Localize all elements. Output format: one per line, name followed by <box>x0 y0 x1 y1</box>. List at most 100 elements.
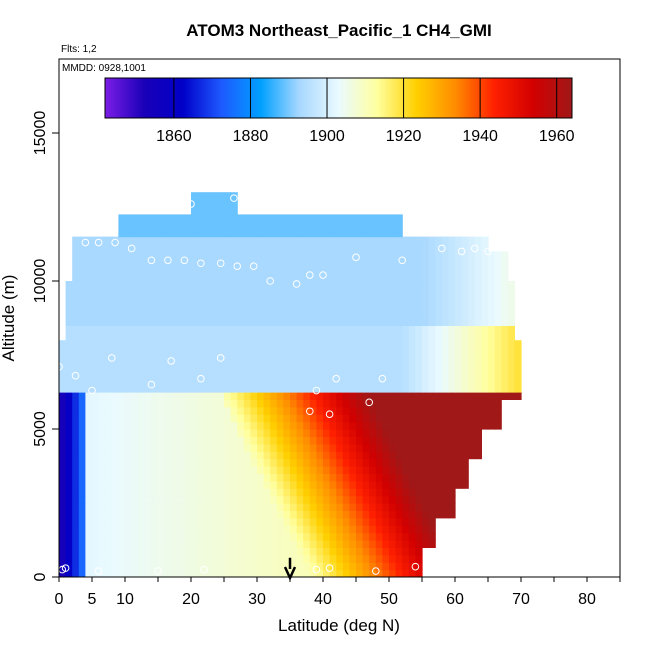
heatmap-cell <box>481 332 489 341</box>
heatmap-cell <box>250 288 258 297</box>
heatmap-cell <box>323 251 331 260</box>
heatmap-cell <box>316 266 324 275</box>
heatmap-cell <box>369 562 377 571</box>
heatmap-cell <box>204 569 212 577</box>
flight-point <box>378 374 387 383</box>
heatmap-cell <box>389 488 397 497</box>
heatmap-cell <box>382 473 390 482</box>
heatmap-cell <box>382 332 390 341</box>
heatmap-cell <box>184 303 192 312</box>
heatmap-cell <box>283 281 291 289</box>
heatmap-cell <box>131 310 139 319</box>
heatmap-cell <box>290 244 298 252</box>
heatmap-cell <box>98 273 106 282</box>
heatmap-cell <box>342 443 350 452</box>
heatmap-cell <box>428 332 436 341</box>
heatmap-cell <box>441 288 449 297</box>
heatmap-cell <box>428 258 436 267</box>
heatmap-cell <box>356 540 364 548</box>
heatmap-cell <box>356 295 364 304</box>
heatmap-cell <box>389 458 397 467</box>
heatmap-cell <box>296 236 304 245</box>
heatmap-cell <box>210 192 218 201</box>
heatmap-cell <box>507 355 515 363</box>
heatmap-cell <box>441 414 449 423</box>
heatmap-cell <box>375 392 383 400</box>
heatmap-cell <box>270 473 278 482</box>
heatmap-cell <box>92 258 100 267</box>
heatmap-cell <box>408 251 416 260</box>
heatmap-cell <box>369 251 377 260</box>
heatmap-cell <box>131 355 139 363</box>
heatmap-cell <box>349 295 357 304</box>
heatmap-cell <box>65 310 73 319</box>
heatmap-cell <box>224 503 232 511</box>
flight-point <box>457 247 466 256</box>
heatmap-cell <box>85 332 93 341</box>
heatmap-cell <box>105 466 113 474</box>
heatmap-cell <box>151 377 159 386</box>
heatmap-cell <box>369 495 377 504</box>
heatmap-cell <box>461 392 469 400</box>
heatmap-cell <box>118 347 126 356</box>
heatmap-cell <box>184 244 192 252</box>
heatmap-cell <box>415 473 423 482</box>
heatmap-cell <box>184 281 192 289</box>
heatmap-cell <box>316 318 324 326</box>
heatmap-cell <box>224 525 232 534</box>
heatmap-cell <box>349 562 357 571</box>
heatmap-cell <box>389 303 397 312</box>
heatmap-cell <box>415 414 423 423</box>
heatmap-cell <box>158 258 166 267</box>
heatmap-cell <box>243 458 251 467</box>
heatmap-cell <box>263 466 271 474</box>
heatmap-cell <box>342 347 350 356</box>
heatmap-cell <box>217 488 225 497</box>
heatmap-cell <box>85 406 93 415</box>
heatmap-cell <box>349 532 357 541</box>
heatmap-cell <box>422 355 430 363</box>
heatmap-cell <box>362 332 370 341</box>
heatmap-cell <box>85 362 93 371</box>
heatmap-cell <box>455 451 463 460</box>
heatmap-cell <box>461 295 469 304</box>
heatmap-cell <box>276 451 284 460</box>
heatmap-cell <box>329 488 337 497</box>
flight-point <box>216 259 225 268</box>
heatmap-cell <box>422 310 430 319</box>
heatmap-cell <box>125 229 133 238</box>
heatmap-cell <box>111 406 119 415</box>
heatmap-cell <box>382 325 390 334</box>
heatmap-cell <box>408 421 416 430</box>
heatmap-cell <box>290 562 298 571</box>
heatmap-cell <box>151 340 159 349</box>
heatmap-cell <box>217 392 225 400</box>
heatmap-cell <box>184 525 192 534</box>
heatmap-cell <box>224 436 232 445</box>
heatmap-cell <box>395 288 403 297</box>
heatmap-cell <box>382 369 390 378</box>
heatmap-cell <box>290 547 298 556</box>
heatmap-cell <box>408 510 416 519</box>
heatmap-cell <box>290 310 298 319</box>
heatmap-cell <box>362 251 370 260</box>
heatmap-cell <box>369 414 377 423</box>
heatmap-cell <box>105 377 113 386</box>
heatmap-cell <box>468 325 476 334</box>
heatmap-cell <box>428 236 436 245</box>
heatmap-cell <box>204 355 212 363</box>
heatmap-cell <box>481 251 489 260</box>
heatmap-cell <box>230 510 238 519</box>
heatmap-cell <box>191 266 199 275</box>
heatmap-cell <box>158 340 166 349</box>
heatmap-cell <box>342 488 350 497</box>
heatmap-cell <box>349 318 357 326</box>
heatmap-cell <box>210 207 218 215</box>
heatmap-cell <box>507 377 515 386</box>
heatmap-cell <box>171 266 179 275</box>
heatmap-cell <box>131 517 139 526</box>
heatmap-cell <box>290 251 298 260</box>
heatmap-cell <box>309 251 317 260</box>
heatmap-cell <box>151 392 159 400</box>
heatmap-cell <box>105 325 113 334</box>
